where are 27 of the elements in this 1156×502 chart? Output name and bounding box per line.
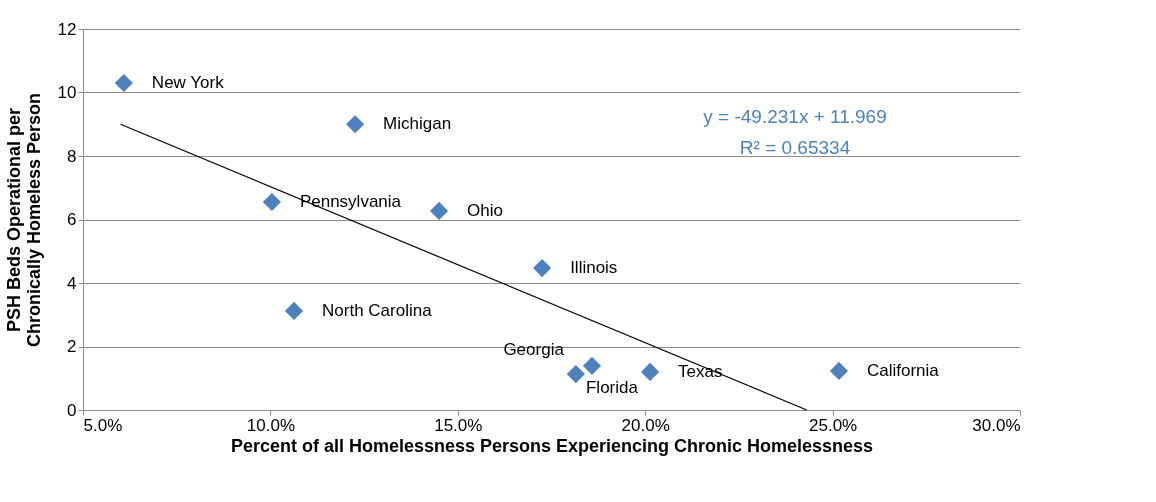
annotation: Georgia	[503, 340, 565, 360]
annotation: Texas	[678, 361, 723, 381]
y-tick-label: 0	[67, 400, 77, 420]
x-tick-label: 20.0%	[621, 415, 670, 435]
y-tick-label: 8	[67, 146, 77, 166]
y-tick-label: 6	[67, 210, 77, 229]
annotation: Florida	[585, 377, 639, 397]
y-tick-label: 10	[57, 83, 77, 102]
annotation: Michigan	[383, 114, 452, 134]
y-axis-title: PSH Beds Operational per Chronically Homeless Person	[3, 92, 44, 348]
annotation: Ohio	[467, 200, 503, 220]
annotation: Pennsylvania	[299, 192, 402, 212]
x-axis-title: Percent of all Homelessness Persons Experiencing Chronic Homelessness	[230, 435, 874, 456]
y-tick-label: 2	[67, 337, 77, 356]
x-tick-label: 10.0%	[246, 415, 295, 435]
x-tick-label: 25.0%	[809, 415, 858, 435]
annotation: y = -49.231x + 11.969	[703, 106, 887, 127]
y-tick-label: 4	[67, 273, 77, 293]
annotation: North Carolina	[322, 300, 433, 320]
annotation: R² = 0.65334	[739, 137, 851, 158]
x-tick-label: 30.0%	[972, 415, 1021, 435]
annotation: California	[866, 360, 940, 380]
x-tick-label: 15.0%	[434, 415, 483, 435]
annotation: Illinois	[570, 258, 618, 278]
x-tick-label: 5.0%	[83, 415, 123, 435]
annotation: New York	[151, 72, 225, 92]
y-tick-label: 12	[57, 19, 77, 39]
